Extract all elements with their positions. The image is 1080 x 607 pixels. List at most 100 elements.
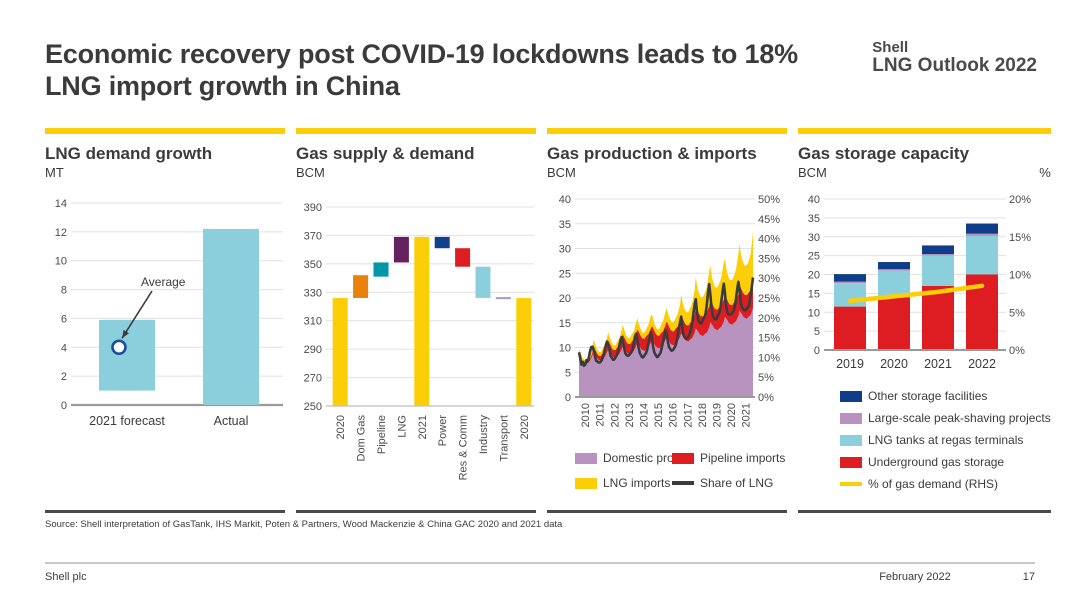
svg-text:Dom Gas: Dom Gas bbox=[356, 415, 368, 462]
svg-text:45%: 45% bbox=[758, 214, 780, 226]
svg-text:2021 forecast: 2021 forecast bbox=[89, 414, 165, 428]
svg-text:290: 290 bbox=[304, 344, 322, 356]
svg-text:15: 15 bbox=[559, 318, 571, 330]
svg-text:15%: 15% bbox=[1009, 232, 1031, 244]
svg-text:5: 5 bbox=[565, 367, 571, 379]
svg-text:370: 370 bbox=[304, 230, 322, 242]
legend-label: Underground gas storage bbox=[868, 455, 1005, 469]
chart-title: Gas supply & demand bbox=[296, 144, 475, 163]
accent-bar bbox=[296, 128, 536, 134]
svg-text:330: 330 bbox=[304, 287, 322, 299]
source-note: Source: Shell interpretation of GasTank,… bbox=[45, 519, 563, 530]
panel-lng-demand-growth: LNG demand growth MT 0 2 4 6 8 10 12 14 2021 for… bbox=[45, 128, 285, 513]
svg-text:20: 20 bbox=[559, 293, 571, 305]
chart-title: Gas production & imports bbox=[547, 144, 757, 163]
legend-item-of-gas-demand-rhs: % of gas demand (RHS) bbox=[840, 477, 1051, 491]
svg-text:LNG: LNG bbox=[396, 415, 408, 438]
svg-text:Average: Average bbox=[141, 275, 186, 289]
svg-text:2015: 2015 bbox=[653, 403, 665, 427]
unit-label-right: % bbox=[1039, 165, 1051, 180]
svg-text:2013: 2013 bbox=[624, 403, 636, 427]
accent-bar bbox=[547, 128, 787, 134]
unit-label: BCM bbox=[296, 165, 325, 180]
legend-item-lng-imports: LNG imports bbox=[575, 476, 672, 490]
svg-text:2011: 2011 bbox=[595, 403, 607, 427]
svg-text:2016: 2016 bbox=[668, 403, 680, 427]
svg-text:2021: 2021 bbox=[741, 403, 753, 427]
panel-gas-production-imports: Gas production & imports BCM 0 5 10 15 20 25 3… bbox=[547, 128, 787, 513]
svg-text:0: 0 bbox=[61, 400, 67, 412]
svg-text:20%: 20% bbox=[758, 313, 780, 325]
chart-title: Gas storage capacity bbox=[798, 144, 970, 163]
header: Economic recovery post COVID-19 lockdown… bbox=[45, 38, 1037, 103]
svg-text:2010: 2010 bbox=[580, 403, 592, 427]
footer-page-number: 17 bbox=[1022, 571, 1035, 583]
svg-text:20: 20 bbox=[808, 270, 820, 282]
svg-text:6: 6 bbox=[61, 313, 67, 325]
svg-text:2019: 2019 bbox=[836, 357, 864, 371]
legend-item-underground-gas-storage: Underground gas storage bbox=[840, 455, 1051, 469]
svg-text:15%: 15% bbox=[758, 333, 780, 345]
footer: Shell plc February 2022 17 bbox=[45, 571, 1035, 583]
svg-text:2020: 2020 bbox=[726, 403, 738, 427]
svg-text:2020: 2020 bbox=[335, 415, 347, 439]
svg-text:10%: 10% bbox=[1009, 270, 1031, 282]
svg-text:2021: 2021 bbox=[417, 415, 429, 439]
svg-text:2022: 2022 bbox=[968, 357, 996, 371]
svg-text:0%: 0% bbox=[758, 392, 774, 404]
legend-swatch bbox=[840, 434, 862, 446]
panel-gas-supply-demand: Gas supply & demand BCM 250 270 290 310 330 3… bbox=[296, 128, 536, 513]
svg-text:0: 0 bbox=[565, 392, 571, 404]
svg-text:4: 4 bbox=[61, 342, 67, 354]
svg-text:2: 2 bbox=[61, 371, 67, 383]
brand-mark: Shell LNG Outlook 2022 bbox=[872, 38, 1037, 77]
footer-divider bbox=[45, 562, 1035, 564]
svg-text:Pipeline: Pipeline bbox=[376, 415, 388, 454]
gas-supply-demand-chart: 250 270 290 310 330 350 370 390 2020 Dom Gas Pipel… bbox=[304, 202, 534, 480]
svg-text:310: 310 bbox=[304, 316, 322, 328]
legend-swatch bbox=[840, 456, 862, 468]
svg-text:Industry: Industry bbox=[478, 415, 490, 455]
svg-text:25%: 25% bbox=[758, 293, 780, 305]
lng-demand-growth-chart: 0 2 4 6 8 10 12 14 2021 forecast Actual Average bbox=[55, 198, 283, 428]
legend-label: LNG tanks at regas terminals bbox=[868, 433, 1024, 447]
panel-gas-storage-capacity: Gas storage capacity BCM % 0 5 10 15 20 25 30 3… bbox=[798, 128, 1051, 513]
legend-label: Share of LNG bbox=[700, 476, 774, 490]
svg-text:2012: 2012 bbox=[609, 403, 621, 427]
brand-line1: Shell bbox=[872, 39, 909, 56]
unit-label-left: BCM bbox=[798, 165, 827, 180]
svg-text:0: 0 bbox=[814, 345, 820, 357]
footer-company: Shell plc bbox=[45, 571, 87, 583]
legend-swatch bbox=[840, 390, 862, 402]
legend-item-other-storage-facilities: Other storage facilities bbox=[840, 389, 1051, 403]
brand-line2: LNG Outlook 2022 bbox=[872, 54, 1037, 76]
svg-text:5%: 5% bbox=[758, 372, 774, 384]
svg-text:50%: 50% bbox=[758, 194, 780, 206]
legend-label: % of gas demand (RHS) bbox=[868, 477, 999, 491]
svg-text:Actual: Actual bbox=[214, 414, 249, 428]
legend-label: Large-scale peak-shaving projects bbox=[868, 411, 1051, 425]
svg-text:35: 35 bbox=[808, 213, 820, 225]
svg-text:30: 30 bbox=[808, 232, 820, 244]
svg-text:Power: Power bbox=[437, 415, 449, 447]
svg-text:2014: 2014 bbox=[638, 403, 650, 427]
svg-text:350: 350 bbox=[304, 259, 322, 271]
svg-text:0%: 0% bbox=[1009, 345, 1025, 357]
svg-text:2020: 2020 bbox=[880, 357, 908, 371]
accent-bar bbox=[798, 128, 1051, 134]
svg-text:40%: 40% bbox=[758, 234, 780, 246]
svg-text:35%: 35% bbox=[758, 253, 780, 265]
svg-text:40: 40 bbox=[559, 194, 571, 206]
legend-item-share-of-lng: Share of LNG bbox=[672, 476, 787, 490]
svg-text:Transport: Transport bbox=[498, 415, 510, 462]
legend-gas-storage-capacity: Other storage facilities Large-scale peak… bbox=[798, 389, 1051, 491]
svg-text:15: 15 bbox=[808, 288, 820, 300]
legend-item-pipeline-imports: Pipeline imports bbox=[672, 451, 787, 465]
svg-text:5%: 5% bbox=[1009, 307, 1025, 319]
svg-text:10: 10 bbox=[559, 343, 571, 355]
slide-title: Economic recovery post COVID-19 lockdown… bbox=[45, 39, 798, 102]
svg-text:25: 25 bbox=[808, 251, 820, 263]
legend-swatch bbox=[672, 452, 694, 464]
svg-text:Res & Comm: Res & Comm bbox=[458, 415, 470, 480]
unit-label: MT bbox=[45, 165, 64, 180]
